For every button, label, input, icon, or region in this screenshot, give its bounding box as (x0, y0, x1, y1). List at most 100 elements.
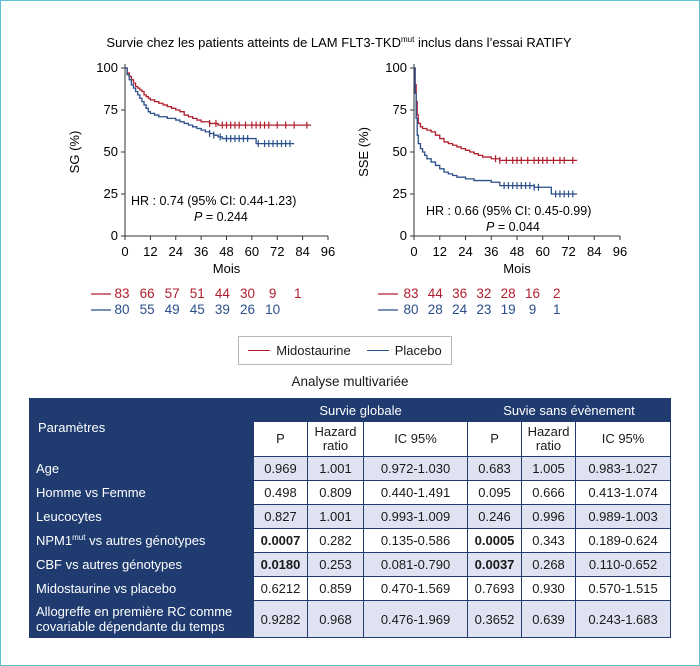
p-value-annotation: P = 0.044 (486, 220, 540, 234)
chart-legend: Midostaurine Placebo (238, 336, 452, 365)
y-tick-label: 0 (400, 228, 407, 243)
table-cell: 0.095 (467, 480, 523, 505)
table-row: Age 0.969 1.001 0.972-1.030 0.683 1.005 0.983-… (29, 456, 672, 481)
at-risk-count: 19 (501, 302, 516, 317)
x-tick-label: 84 (295, 244, 309, 259)
at-risk-count: 24 (452, 302, 468, 317)
table-cell: 0.498 (253, 480, 308, 505)
at-risk-count: 10 (265, 302, 280, 317)
table-cell: 0.968 (307, 600, 364, 638)
x-tick-label: 72 (270, 244, 284, 259)
x-axis-label: Mois (503, 261, 531, 276)
at-risk-count: 1 (553, 302, 561, 317)
y-tick-label: 75 (393, 102, 407, 117)
y-tick-label: 50 (104, 144, 118, 159)
table-cell: 0.470-1.569 (362, 576, 469, 601)
table-row: Allogreffe en première RC comme covariab… (29, 600, 672, 638)
at-risk-count: 80 (114, 302, 129, 317)
column-header: IC 95% (362, 421, 469, 457)
at-risk-count: 49 (165, 302, 180, 317)
x-tick-label: 48 (219, 244, 233, 259)
table-cell: 0.282 (307, 528, 364, 553)
table-row: Leucocytes 0.827 1.001 0.993-1.009 0.246 0.99… (29, 504, 672, 529)
at-risk-count: 28 (501, 286, 516, 301)
table-cell: 0.268 (521, 552, 577, 577)
table-cell: 0.246 (467, 504, 523, 529)
table-cell: 0.413-1.074 (575, 480, 672, 505)
at-risk-count: 16 (525, 286, 540, 301)
x-tick-label: 24 (458, 244, 472, 259)
row-label: NPM1mut vs autres génotypes (29, 528, 254, 553)
legend-swatch-midostaurine (248, 350, 271, 351)
table-cell: 0.996 (521, 504, 577, 529)
table-cell: 0.0037 (467, 552, 523, 577)
group-header-survie-globale: Survie globale (252, 398, 469, 422)
table-cell: 0.666 (521, 480, 577, 505)
y-tick-label: 25 (104, 186, 118, 201)
row-label: CBF vs autres génotypes (29, 552, 254, 577)
table-cell: 0.683 (467, 456, 523, 481)
x-tick-label: 0 (410, 244, 417, 259)
km-curve-midostaurine (125, 67, 312, 126)
y-tick-label: 50 (393, 144, 407, 159)
table-cell: 0.969 (253, 456, 308, 481)
table-row: CBF vs autres génotypes 0.0180 0.253 0.081-… (29, 552, 672, 577)
at-risk-count: 36 (452, 286, 467, 301)
x-tick-label: 96 (321, 244, 335, 259)
table-cell: 0.859 (307, 576, 364, 601)
x-tick-label: 60 (536, 244, 550, 259)
at-risk-count: 9 (269, 286, 277, 301)
legend-label: Placebo (394, 343, 442, 358)
table-cell: 0.9282 (253, 600, 308, 638)
table-cell: 0.570-1.515 (575, 576, 672, 601)
column-header: P (253, 421, 308, 457)
x-tick-label: 36 (484, 244, 498, 259)
y-tick-label: 100 (96, 60, 118, 75)
x-tick-label: 84 (587, 244, 601, 259)
legend-item-midostaurine: Midostaurine (248, 343, 351, 358)
column-header: P (467, 421, 523, 457)
figure-title: Survie chez les patients atteints de LAM… (106, 35, 572, 50)
at-risk-count: 28 (428, 302, 443, 317)
table-row: NPM1mut vs autres génotypes 0.0007 0.282 0.… (29, 528, 672, 553)
table-cell: 0.189-0.624 (575, 528, 672, 553)
at-risk-count: 39 (215, 302, 230, 317)
hazard-ratio-annotation: HR : 0.66 (95% CI: 0.45-0.99) (426, 204, 591, 218)
table-cell: 0.993-1.009 (362, 504, 469, 529)
table-cell: 0.930 (521, 576, 577, 601)
table-cell: 1.005 (521, 456, 577, 481)
column-header: Hazard ratio (521, 421, 577, 457)
x-tick-label: 72 (561, 244, 575, 259)
at-risk-count: 83 (114, 286, 129, 301)
km-curve-midostaurine (414, 67, 578, 162)
at-risk-count: 1 (294, 286, 302, 301)
table-row: Midostaurine vs placebo 0.6212 0.859 0.470-… (29, 576, 672, 601)
table-cell: 0.3652 (467, 600, 523, 638)
table-cell: 0.827 (253, 504, 308, 529)
at-risk-count: 45 (190, 302, 205, 317)
table-cell: 0.972-1.030 (362, 456, 469, 481)
legend-label: Midostaurine (276, 343, 351, 358)
km-curve-placebo (125, 67, 295, 145)
x-tick-label: 48 (510, 244, 524, 259)
table-cell: 0.343 (521, 528, 577, 553)
table-cell: 0.7693 (467, 576, 523, 601)
p-value-annotation: P = 0.244 (194, 210, 248, 224)
y-tick-label: 100 (385, 60, 407, 75)
x-tick-label: 12 (143, 244, 157, 259)
table-title: Analyse multivariée (291, 374, 409, 389)
y-axis-label: SG (%) (67, 131, 82, 174)
survival-charts: Survie chez les patients atteints de LAM… (67, 35, 627, 317)
table-cell: 0.0180 (253, 552, 308, 577)
x-tick-label: 36 (194, 244, 208, 259)
at-risk-count: 26 (240, 302, 255, 317)
row-label: Midostaurine vs placebo (29, 576, 254, 601)
at-risk-count: 57 (165, 286, 180, 301)
table-cell: 0.0005 (467, 528, 523, 553)
table-body: Age 0.969 1.001 0.972-1.030 0.683 1.005 0.983-… (29, 456, 672, 638)
table-cell: 0.081-0.790 (362, 552, 469, 577)
table-cell: 0.809 (307, 480, 364, 505)
column-header: Hazard ratio (307, 421, 364, 457)
table-cell: 0.243-1.683 (575, 600, 672, 638)
